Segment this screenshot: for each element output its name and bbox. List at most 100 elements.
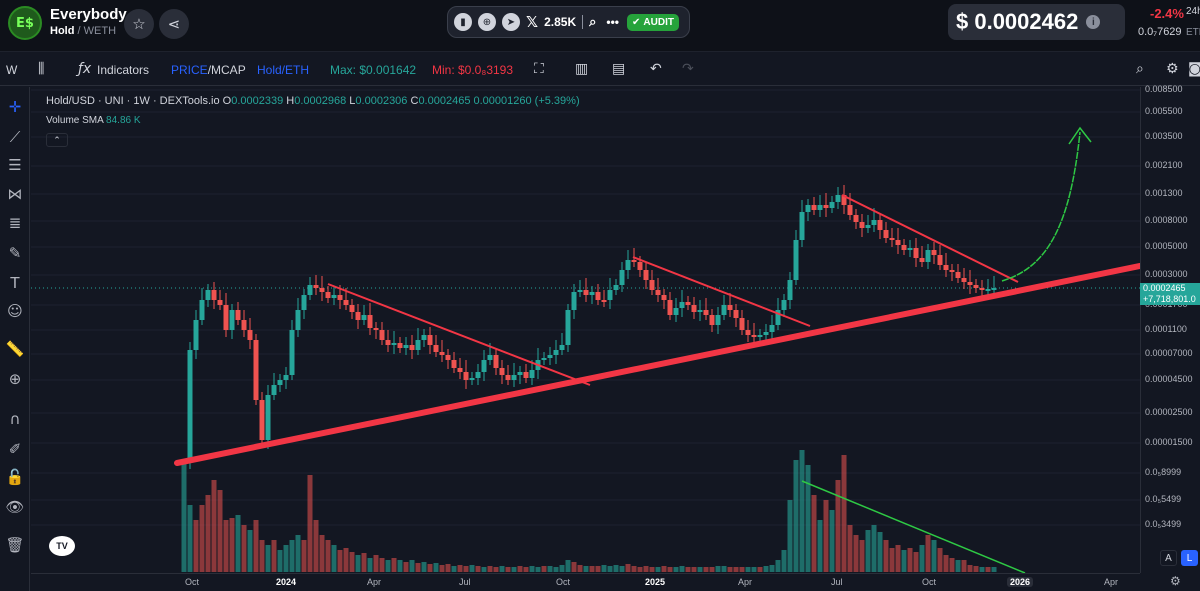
volume-bar	[325, 540, 331, 572]
indicators-fx-icon[interactable]: ƒx	[78, 61, 92, 77]
candle-body	[649, 280, 655, 290]
volume-bar	[817, 520, 823, 572]
volume-bar	[613, 565, 619, 572]
volume-bar	[811, 495, 817, 572]
zoom-in-icon[interactable]: ⊕	[8, 370, 22, 388]
support-trendline	[174, 263, 1140, 466]
token-logo: E$	[8, 6, 42, 40]
lock-icon[interactable]: 🔓	[5, 468, 25, 486]
candle-body	[325, 292, 331, 298]
candle-body	[595, 292, 601, 300]
magnet-icon[interactable]: ∩	[9, 410, 21, 428]
candle-body	[925, 250, 931, 262]
collapse-legend-chevron-icon[interactable]: ⌃	[46, 133, 68, 147]
share-icon[interactable]: ⋖	[159, 9, 189, 39]
volume-bar	[277, 550, 283, 572]
y-tick-label: 0.0₅5499	[1145, 494, 1182, 504]
tradingview-logo[interactable]: TV	[49, 536, 75, 556]
horizontal-lines-icon[interactable]: ☰	[8, 156, 22, 174]
volume-bar	[865, 530, 871, 572]
auto-scale-button[interactable]: A	[1160, 550, 1177, 566]
trendline-icon[interactable]: ⟋	[9, 128, 21, 146]
trash-icon[interactable]: 🗑	[5, 536, 25, 554]
website-globe-icon[interactable]: ⊕	[478, 13, 496, 31]
audit-button[interactable]: ✔ AUDIT	[627, 13, 679, 31]
volume-bar	[565, 560, 571, 572]
volume-bar	[643, 566, 649, 572]
candle-body	[301, 295, 307, 310]
dextools-icon[interactable]: ▮	[454, 13, 472, 31]
price-mcap-toggle[interactable]: PRICE/MCAP	[171, 63, 246, 77]
candle-body	[769, 325, 775, 332]
volume-bar	[499, 566, 505, 572]
volume-label: Volume SMA	[46, 115, 104, 126]
settings-gear-icon[interactable]: ⚙	[1166, 61, 1179, 77]
undo-icon[interactable]: ↶	[650, 61, 662, 77]
volume-bar	[469, 565, 475, 572]
candle-body	[811, 205, 817, 210]
camera-snapshot-icon[interactable]: ◙	[1188, 61, 1200, 77]
candle-body	[289, 330, 295, 375]
zoom-tool-icon[interactable]: ⌕	[1136, 61, 1144, 77]
price-axis[interactable]	[1140, 87, 1200, 573]
telegram-icon[interactable]: ➤	[502, 13, 520, 31]
brush-icon[interactable]: ✎	[8, 244, 22, 262]
candle-type-icon[interactable]: ⫼	[38, 61, 45, 77]
hold-eth-toggle[interactable]: Hold/ETH	[257, 63, 310, 77]
volume-bar	[451, 566, 457, 572]
candle-body	[517, 372, 523, 375]
search-icon[interactable]: ⌕	[589, 14, 597, 29]
candle-body	[373, 328, 379, 330]
volume-bar	[217, 490, 223, 572]
volume-bar	[439, 565, 445, 572]
volume-bar	[553, 567, 559, 572]
candle-body	[853, 215, 859, 222]
redo-icon[interactable]: ↷	[682, 61, 694, 77]
info-icon[interactable]: i	[1086, 15, 1101, 29]
candle-body	[577, 290, 583, 292]
crosshair-icon[interactable]: ✛	[8, 98, 22, 116]
candle-body	[217, 300, 223, 305]
volume-bar	[241, 525, 247, 572]
volume-bar	[373, 555, 379, 572]
interval-selector[interactable]: W	[6, 63, 18, 77]
candle-body	[229, 310, 235, 330]
candle-body	[655, 290, 661, 295]
eye-visibility-icon[interactable]: 👁	[5, 498, 25, 516]
candle-body	[757, 335, 763, 337]
volume-bar	[769, 565, 775, 572]
bar-chart-icon[interactable]: ▥	[575, 61, 589, 77]
candle-body	[991, 288, 997, 290]
favorite-star-icon[interactable]: ☆	[124, 9, 154, 39]
ruler-icon[interactable]: 📏	[5, 340, 25, 358]
volume-bar	[421, 562, 427, 572]
log-scale-button[interactable]: L	[1181, 550, 1198, 566]
time-axis[interactable]	[31, 573, 1140, 591]
pattern-tool-icon[interactable]: ⋈	[7, 185, 23, 203]
chart-compare-icon[interactable]: ▤	[612, 61, 626, 77]
token-pair: Hold / WETH	[50, 25, 116, 37]
volume-bar	[751, 567, 757, 572]
text-tool-icon[interactable]: T	[10, 274, 20, 292]
change-period: 24h	[1186, 6, 1200, 17]
volume-bar	[589, 566, 595, 572]
volume-bar	[907, 548, 913, 572]
x-twitter-icon[interactable]: 𝕏	[526, 14, 539, 31]
top-header: E$ Everybody Hold / WETH ☆ ⋖ ▮ ⊕ ➤ 𝕏 2.8…	[0, 0, 1200, 52]
fib-tool-icon[interactable]: ≣	[8, 214, 22, 232]
fullscreen-icon[interactable]: ⛶	[534, 61, 544, 77]
volume-bar	[709, 567, 715, 572]
legend-close-value: 0.0002465	[418, 95, 471, 107]
axis-settings-gear-icon[interactable]: ⚙	[1170, 574, 1181, 588]
eth-price: 0.0₇7629	[1138, 26, 1182, 38]
candle-body	[721, 305, 727, 315]
emoji-icon[interactable]: ☺	[7, 302, 23, 320]
x-tick-label: Jul	[459, 577, 471, 587]
indicators-button[interactable]: Indicators	[97, 63, 150, 77]
volume-bar	[457, 565, 463, 572]
price-chart[interactable]	[31, 87, 1140, 573]
lock-drawing-icon[interactable]: ✐	[8, 440, 22, 458]
candle-body	[697, 310, 703, 312]
candle-body	[685, 302, 691, 305]
more-options-icon[interactable]: •••	[606, 15, 620, 29]
